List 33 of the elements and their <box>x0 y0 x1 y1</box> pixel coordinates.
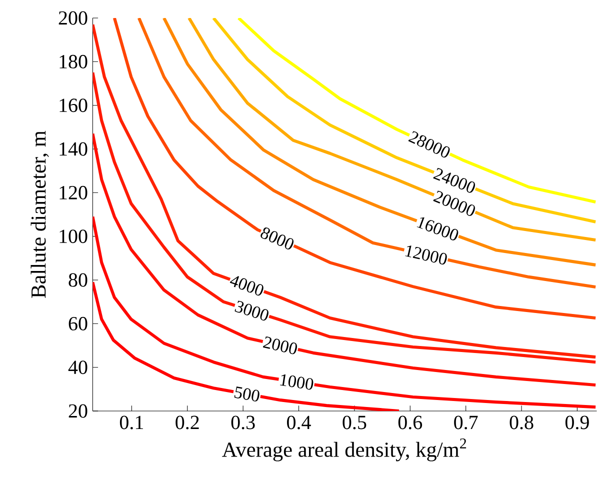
text: 2000 <box>262 336 297 354</box>
x-tick-label: 0.7 <box>454 416 478 430</box>
text: 12000 <box>405 246 447 264</box>
x-tick-label: 0.8 <box>510 416 534 430</box>
y-tick-label: 60 <box>68 316 88 330</box>
x-tick-label: 0.9 <box>565 416 589 430</box>
y-tick-label: 140 <box>60 142 88 156</box>
text: 8000 <box>260 228 294 250</box>
text: 28000 <box>408 131 450 158</box>
text: 20000 <box>433 190 475 216</box>
text: 1000 <box>280 374 314 390</box>
text: 24000 <box>433 168 476 193</box>
x-tick-label: 0.2 <box>176 416 199 430</box>
x-tick-label: 0.3 <box>231 416 255 430</box>
y-tick-label: 120 <box>60 186 88 200</box>
line-series <box>92 215 597 409</box>
text: 500 <box>234 386 260 402</box>
y-tick-label: 180 <box>60 54 88 68</box>
y-tick-label: 20 <box>68 404 88 418</box>
y-tick-label: 40 <box>68 360 88 374</box>
y-axis-title: Ballute diameter, m <box>30 130 49 298</box>
y-tick-label: 160 <box>60 98 88 112</box>
x-tick-label: 0.6 <box>398 416 422 430</box>
x-axis-title: Average areal density, kg/m$^{2}$ <box>222 438 466 462</box>
x-tick-label: 0.1 <box>120 416 143 430</box>
x-tick-label: 0.5 <box>342 416 366 430</box>
y-tick-label: 200 <box>58 11 88 25</box>
x-tick-label: 0.4 <box>287 416 311 430</box>
y-tick-label: 100 <box>60 230 88 244</box>
text: 16000 <box>416 217 458 240</box>
y-tick-label: 80 <box>68 273 88 287</box>
text: 3000 <box>234 300 268 321</box>
text: 4000 <box>230 276 264 296</box>
